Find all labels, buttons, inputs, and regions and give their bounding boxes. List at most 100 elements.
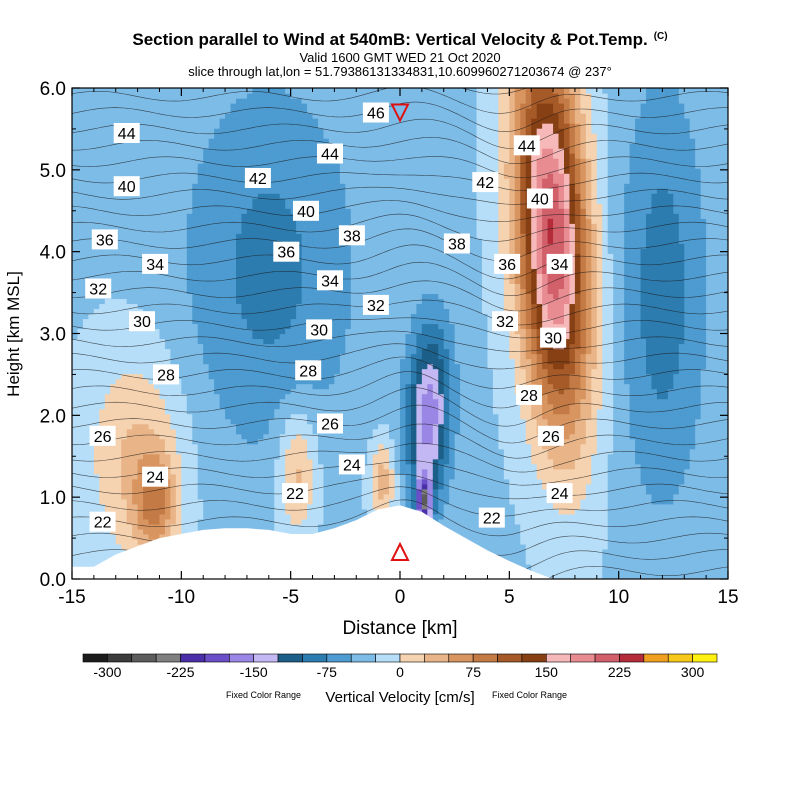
velocity-cell [257, 318, 264, 325]
velocity-cell [72, 388, 79, 395]
velocity-cell [154, 488, 161, 495]
velocity-cell [246, 413, 253, 420]
velocity-cell [88, 238, 95, 244]
velocity-cell [241, 358, 248, 365]
velocity-cell [121, 418, 128, 425]
velocity-cell [318, 403, 325, 410]
velocity-cell [257, 188, 264, 194]
velocity-cell [99, 358, 106, 365]
velocity-cell [252, 88, 259, 94]
velocity-cell [88, 133, 95, 139]
velocity-cell [203, 228, 210, 234]
velocity-cell [290, 353, 297, 360]
velocity-cell [318, 203, 325, 209]
velocity-cell [154, 238, 161, 244]
velocity-cell [257, 243, 264, 249]
velocity-cell [334, 513, 341, 520]
velocity-cell [186, 188, 193, 194]
velocity-cell [257, 333, 264, 340]
velocity-cell [318, 443, 325, 450]
velocity-cell [236, 93, 243, 99]
velocity-cell [268, 393, 275, 400]
velocity-cell [192, 343, 199, 350]
velocity-cell [197, 168, 204, 174]
velocity-cell [170, 118, 177, 124]
velocity-cell [121, 268, 128, 274]
velocity-cell [236, 308, 243, 315]
velocity-cell [93, 183, 100, 189]
velocity-cell [323, 228, 330, 234]
velocity-cell [72, 133, 79, 139]
velocity-cell [236, 168, 243, 174]
velocity-cell [203, 153, 210, 159]
velocity-cell [345, 198, 352, 204]
velocity-cell [263, 278, 270, 284]
velocity-cell [181, 198, 188, 204]
velocity-cell [214, 323, 221, 330]
velocity-cell [274, 508, 281, 515]
velocity-cell [236, 323, 243, 330]
velocity-cell [143, 303, 150, 310]
velocity-cell [318, 408, 325, 415]
velocity-cell [115, 543, 122, 550]
velocity-cell [115, 273, 122, 279]
velocity-cell [72, 463, 79, 470]
velocity-cell [345, 428, 352, 435]
velocity-cell [143, 523, 150, 530]
velocity-cell [301, 468, 308, 475]
velocity-cell [82, 388, 89, 395]
velocity-cell [197, 443, 204, 450]
velocity-cell [175, 483, 182, 490]
velocity-cell [230, 478, 237, 485]
velocity-cell [323, 443, 330, 450]
velocity-cell [230, 268, 237, 274]
velocity-cell [290, 473, 297, 480]
velocity-cell [110, 133, 117, 139]
velocity-cell [301, 288, 308, 295]
velocity-cell [312, 273, 319, 279]
velocity-cell [208, 383, 215, 390]
velocity-cell [203, 183, 210, 189]
velocity-cell [225, 438, 232, 445]
velocity-cell [121, 163, 128, 169]
velocity-cell [137, 518, 144, 525]
velocity-cell [345, 343, 352, 350]
velocity-cell [230, 133, 237, 139]
velocity-cell [110, 98, 117, 104]
velocity-cell [301, 188, 308, 194]
velocity-cell [110, 388, 117, 395]
velocity-cell [285, 93, 292, 99]
velocity-cell [77, 438, 84, 445]
velocity-cell [170, 493, 177, 500]
velocity-cell [268, 263, 275, 269]
velocity-cell [345, 483, 352, 490]
velocity-cell [312, 243, 319, 249]
velocity-cell [170, 143, 177, 149]
velocity-cell [181, 283, 188, 290]
velocity-cell [285, 163, 292, 169]
velocity-cell [154, 438, 161, 445]
velocity-cell [219, 128, 226, 134]
velocity-cell [88, 553, 95, 560]
velocity-cell [241, 493, 248, 500]
velocity-cell [334, 433, 341, 440]
velocity-cell [143, 233, 150, 239]
velocity-cell [143, 488, 150, 495]
velocity-cell [93, 193, 100, 199]
velocity-cell [132, 373, 139, 380]
velocity-cell [126, 408, 133, 415]
velocity-cell [323, 128, 330, 134]
velocity-cell [214, 283, 221, 290]
velocity-cell [328, 468, 335, 475]
velocity-cell [236, 448, 243, 455]
velocity-cell [307, 153, 314, 159]
velocity-cell [175, 163, 182, 169]
velocity-cell [214, 398, 221, 405]
velocity-cell [154, 433, 161, 440]
velocity-cell [279, 273, 286, 279]
velocity-cell [257, 113, 264, 119]
velocity-cell [285, 183, 292, 189]
velocity-cell [197, 298, 204, 305]
velocity-cell [312, 428, 319, 435]
velocity-cell [99, 553, 106, 560]
